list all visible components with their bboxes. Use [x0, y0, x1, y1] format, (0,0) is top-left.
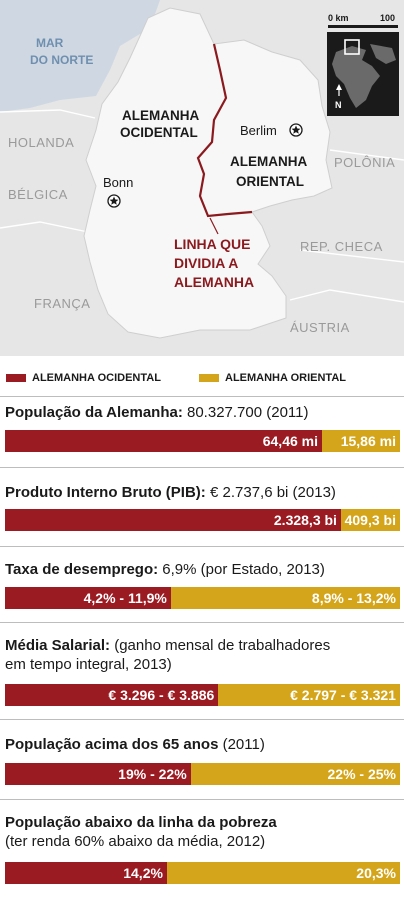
scale-start-label: 0 km	[328, 13, 349, 23]
bar-value-label: 20,3%	[356, 865, 396, 881]
bar-segment-west: € 3.296 - € 3.886	[5, 684, 219, 706]
title-detail: 6,9% (por Estado, 2013)	[162, 561, 325, 578]
stacked-bar: 4,2% - 11,9% 8,9% - 13,2%	[5, 587, 400, 609]
divider	[0, 396, 404, 397]
region-label-east-2: ORIENTAL	[236, 174, 304, 189]
bar-value-label: 4,2% - 11,9%	[83, 590, 167, 606]
section-unemployment: Taxa de desemprego: 6,9% (por Estado, 20…	[5, 560, 400, 609]
legend-swatch-east	[199, 374, 219, 382]
legend-label-west: ALEMANHA OCIDENTAL	[32, 372, 161, 384]
north-arrow-icon: N	[335, 84, 342, 110]
capital-star-icon	[289, 123, 303, 137]
title-detail: (ganho mensal de trabalhadores	[114, 637, 331, 654]
country-borders	[0, 109, 404, 303]
country-label-czech-republic: REP. CHECA	[300, 239, 383, 254]
title-bold: População acima dos 65 anos	[5, 736, 219, 753]
section-over-65: População acima dos 65 anos (2011) 19% -…	[5, 735, 400, 785]
bar-value-label: 2.328,3 bi	[273, 512, 337, 528]
title-detail: 80.327.700 (2011)	[187, 404, 309, 421]
title-bold: População da Alemanha:	[5, 404, 183, 421]
stacked-bar: 64,46 mi 15,86 mi	[5, 430, 400, 452]
country-label-poland: POLÔNIA	[334, 155, 395, 170]
bar-segment-east: 15,86 mi	[322, 430, 400, 452]
stacked-bar: 14,2% 20,3%	[5, 862, 400, 884]
divider	[0, 467, 404, 468]
bar-value-label: 14,2%	[123, 865, 163, 881]
bar-value-label: 19% - 22%	[118, 766, 187, 782]
title-bold: Média Salarial:	[5, 637, 111, 654]
divider	[0, 799, 404, 800]
section-title: Média Salarial: (ganho mensal de trabalh…	[5, 636, 400, 655]
legend-item-east: ALEMANHA ORIENTAL	[199, 372, 346, 384]
divider	[0, 719, 404, 720]
bar-segment-east: € 2.797 - € 3.321	[218, 684, 400, 706]
country-label-france: FRANÇA	[34, 296, 90, 311]
scale-end-label: 100	[380, 13, 395, 23]
section-title: População da Alemanha: 80.327.700 (2011)	[5, 403, 400, 422]
line-label-1: LINHA QUE	[174, 236, 250, 252]
legend: ALEMANHA OCIDENTAL ALEMANHA ORIENTAL	[6, 372, 400, 390]
title-detail: (2011)	[222, 736, 265, 753]
legend-item-west: ALEMANHA OCIDENTAL	[6, 372, 161, 384]
bar-value-label: 15,86 mi	[340, 433, 396, 449]
scale-bar: 0 km 100	[328, 13, 398, 28]
country-label-austria: ÁUSTRIA	[290, 320, 350, 335]
region-label-east-1: ALEMANHA	[230, 154, 307, 169]
bar-segment-west: 2.328,3 bi	[5, 509, 341, 531]
bar-segment-west: 14,2%	[5, 862, 167, 884]
section-population: População da Alemanha: 80.327.700 (2011)…	[5, 403, 400, 452]
germany-map: MAR DO NORTE HOLANDA BÉLGICA FRANÇA POLÔ…	[0, 0, 404, 356]
locator-inset-map: N	[327, 32, 399, 116]
section-salary: Média Salarial: (ganho mensal de trabalh…	[5, 636, 400, 706]
stacked-bar: 19% - 22% 22% - 25%	[5, 763, 400, 785]
line-label-2: DIVIDIA A	[174, 255, 238, 271]
inner-german-border-line	[196, 43, 253, 218]
legend-swatch-west	[6, 374, 26, 382]
divider	[0, 622, 404, 623]
bar-segment-east: 409,3 bi	[340, 509, 400, 531]
legend-label-east: ALEMANHA ORIENTAL	[225, 372, 346, 384]
line-label-3: ALEMANHA	[174, 274, 254, 290]
bar-value-label: € 2.797 - € 3.321	[290, 687, 396, 703]
bar-segment-west: 64,46 mi	[5, 430, 322, 452]
stacked-bar: 2.328,3 bi 409,3 bi	[5, 509, 400, 531]
bar-segment-east: 20,3%	[166, 862, 400, 884]
section-title-line2: em tempo integral, 2013)	[5, 656, 172, 673]
svg-text:N: N	[335, 100, 342, 110]
city-label-bonn: Bonn	[103, 175, 133, 190]
divider	[0, 546, 404, 547]
bar-value-label: 8,9% - 13,2%	[311, 590, 396, 606]
line-label-leader	[209, 217, 219, 235]
title-bold: População abaixo da linha da pobreza	[5, 814, 277, 831]
section-gdp: Produto Interno Bruto (PIB): € 2.737,6 b…	[5, 483, 400, 531]
bar-value-label: € 3.296 - € 3.886	[108, 687, 215, 703]
bar-value-label: 64,46 mi	[262, 433, 318, 449]
bar-segment-west: 4,2% - 11,9%	[5, 587, 171, 609]
country-label-netherlands: HOLANDA	[8, 135, 74, 150]
bar-value-label: 22% - 25%	[327, 766, 396, 782]
title-detail: € 2.737,6 bi (2013)	[209, 484, 336, 501]
locator-highlight-box	[344, 39, 360, 55]
region-label-west-1: ALEMANHA	[122, 108, 199, 123]
bar-segment-east: 8,9% - 13,2%	[170, 587, 400, 609]
section-title: Produto Interno Bruto (PIB): € 2.737,6 b…	[5, 483, 400, 502]
country-label-belgium: BÉLGICA	[8, 187, 68, 202]
bar-segment-west: 19% - 22%	[5, 763, 191, 785]
stacked-bar: € 3.296 - € 3.886 € 2.797 - € 3.321	[5, 684, 400, 706]
section-title-line2: (ter renda 60% abaixo da média, 2012)	[5, 833, 266, 850]
sea-label-line2: DO NORTE	[30, 53, 93, 67]
section-title: População acima dos 65 anos (2011)	[5, 735, 400, 754]
section-title: Taxa de desemprego: 6,9% (por Estado, 20…	[5, 560, 400, 579]
sea-label-line1: MAR	[36, 36, 64, 50]
bar-segment-east: 22% - 25%	[190, 763, 400, 785]
title-bold: Produto Interno Bruto (PIB):	[5, 484, 206, 501]
title-bold: Taxa de desemprego:	[5, 561, 159, 578]
section-title: População abaixo da linha da pobreza	[5, 813, 400, 832]
region-label-west-2: OCIDENTAL	[120, 125, 198, 140]
section-poverty: População abaixo da linha da pobreza (te…	[5, 813, 400, 884]
bar-value-label: 409,3 bi	[344, 512, 396, 528]
north-sea	[0, 0, 160, 112]
city-label-berlin: Berlim	[240, 123, 277, 138]
capital-star-icon	[107, 194, 121, 208]
